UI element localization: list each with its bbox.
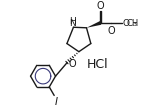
Text: CH: CH <box>127 19 139 28</box>
Text: O: O <box>97 1 104 11</box>
Text: I: I <box>55 96 58 106</box>
Text: N: N <box>70 19 76 27</box>
Text: O: O <box>108 26 115 36</box>
Text: H: H <box>70 17 76 26</box>
Text: HCl: HCl <box>87 57 109 70</box>
Text: O: O <box>123 19 130 28</box>
Polygon shape <box>86 22 101 29</box>
Text: 3: 3 <box>133 22 137 27</box>
Text: O: O <box>69 59 76 69</box>
